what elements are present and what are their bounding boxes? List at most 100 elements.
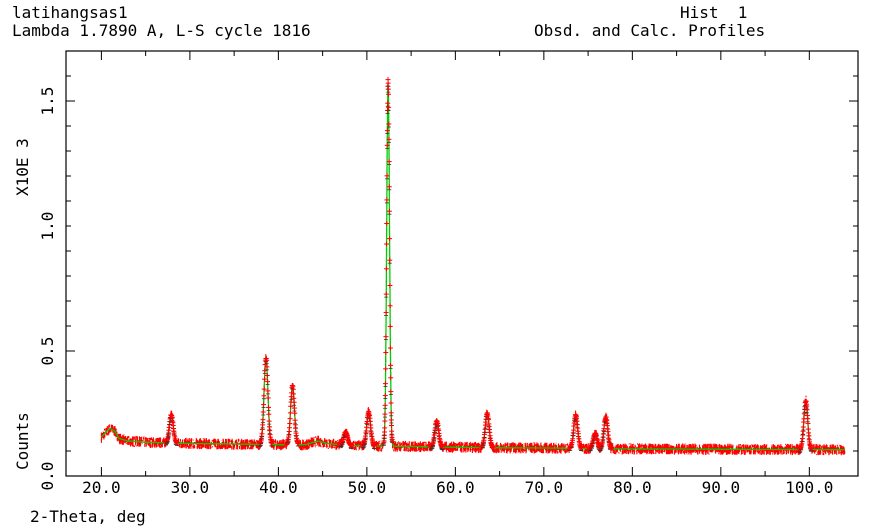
observed-point — [388, 417, 394, 424]
x-axis-label: 2-Theta, deg — [30, 507, 146, 526]
observed-point — [384, 128, 390, 134]
x-tick-label: 20.0 — [82, 478, 121, 497]
observed-point — [287, 410, 293, 416]
observed-point — [608, 445, 614, 451]
observed-point — [385, 91, 391, 97]
y-multiplier-label: X10E 3 — [13, 138, 32, 196]
observed-point — [260, 409, 266, 416]
observed-point — [578, 445, 584, 452]
observed-point — [265, 388, 271, 395]
y-tick-label: 1.5 — [38, 87, 57, 116]
observed-point — [386, 208, 392, 215]
x-tick-label: 60.0 — [436, 478, 475, 497]
x-tick-label: 70.0 — [525, 478, 564, 497]
observed-point — [383, 334, 389, 341]
observed-point — [265, 395, 271, 401]
y-tick-labels: 0.0 0.5 1.0 1.5 — [38, 87, 57, 491]
observed-point — [386, 104, 392, 111]
observed-point — [490, 445, 496, 451]
observed-point — [387, 283, 393, 289]
observed-point — [385, 86, 391, 93]
observed-noise — [100, 82, 846, 456]
observed-point — [386, 121, 392, 128]
observed-point — [384, 220, 390, 226]
observed-point — [295, 441, 301, 447]
hist-label: Hist 1 — [680, 3, 748, 22]
observed-point — [174, 440, 180, 446]
observed-point — [286, 425, 292, 431]
observed-point — [387, 303, 393, 309]
observed-point — [266, 404, 272, 411]
observed-point — [261, 393, 267, 400]
observed-background — [100, 82, 846, 456]
observed-point — [385, 80, 391, 87]
observed-point — [387, 257, 393, 264]
x-tick-label: 80.0 — [613, 478, 652, 497]
observed-point — [386, 159, 392, 165]
observed-point — [387, 323, 393, 329]
observed-point — [439, 444, 445, 451]
observed-point — [486, 416, 492, 422]
observed-point — [382, 381, 388, 388]
y-tick-label: 1.0 — [38, 212, 57, 241]
y-tick-label: 0.0 — [38, 462, 57, 491]
observed-point — [266, 418, 272, 425]
observed-point — [808, 446, 814, 452]
observed-point — [388, 400, 394, 406]
plot-title: latihangsas1 — [12, 3, 128, 22]
observed-point — [804, 407, 810, 414]
observed-point — [800, 424, 806, 431]
observed-point — [382, 393, 388, 399]
observed-point — [293, 425, 299, 432]
observed-point — [387, 236, 393, 242]
observed-point — [291, 391, 297, 397]
observed-point — [291, 399, 297, 406]
observed-point — [389, 423, 395, 429]
observed-point — [288, 403, 294, 409]
plot-subtitle: Lambda 1.7890 A, L-S cycle 1816 — [12, 21, 311, 40]
observed-point — [266, 411, 272, 417]
observed-point — [264, 364, 270, 371]
y-axis-label: Counts — [13, 412, 32, 470]
observed-point — [262, 368, 268, 375]
observed-point — [264, 358, 270, 365]
observed-point — [287, 420, 293, 426]
observed-point — [384, 142, 390, 149]
x-tick-label: 30.0 — [171, 478, 210, 497]
calculated-profile-line — [100, 83, 845, 451]
observed-point — [383, 266, 389, 272]
observed-point — [805, 416, 811, 423]
x-tick-label: 100.0 — [785, 478, 833, 497]
observed-point — [384, 173, 390, 180]
profile-label: Obsd. and Calc. Profiles — [534, 21, 766, 40]
observed-point — [371, 443, 377, 449]
observed-point — [387, 345, 393, 351]
observed-point — [386, 184, 392, 191]
observed-point — [269, 440, 275, 446]
observed-point — [260, 417, 266, 424]
observed-point — [382, 418, 388, 424]
observed-point — [388, 375, 394, 381]
y-tick-label: 0.5 — [38, 337, 57, 366]
observed-point — [800, 428, 806, 435]
x-tick-label: 50.0 — [348, 478, 387, 497]
observed-point — [383, 291, 389, 298]
observed-point — [388, 362, 394, 369]
observed-markers — [162, 77, 814, 453]
observed-point — [382, 402, 388, 409]
x-tick-label: 90.0 — [702, 478, 741, 497]
observed-point — [348, 442, 354, 448]
observed-point — [383, 310, 389, 316]
observed-point — [384, 197, 390, 204]
observed-point — [265, 379, 271, 386]
axis-ticks — [66, 51, 858, 477]
observed-point — [386, 136, 392, 143]
observed-point — [287, 416, 293, 422]
observed-point — [260, 422, 266, 429]
observed-point — [261, 376, 267, 382]
observed-point — [388, 389, 394, 395]
observed-point — [388, 410, 394, 417]
observed-point — [805, 420, 811, 426]
x-tick-labels: 20.0 30.0 40.0 50.0 60.0 70.0 80.0 90.0 100.0 — [82, 478, 833, 497]
